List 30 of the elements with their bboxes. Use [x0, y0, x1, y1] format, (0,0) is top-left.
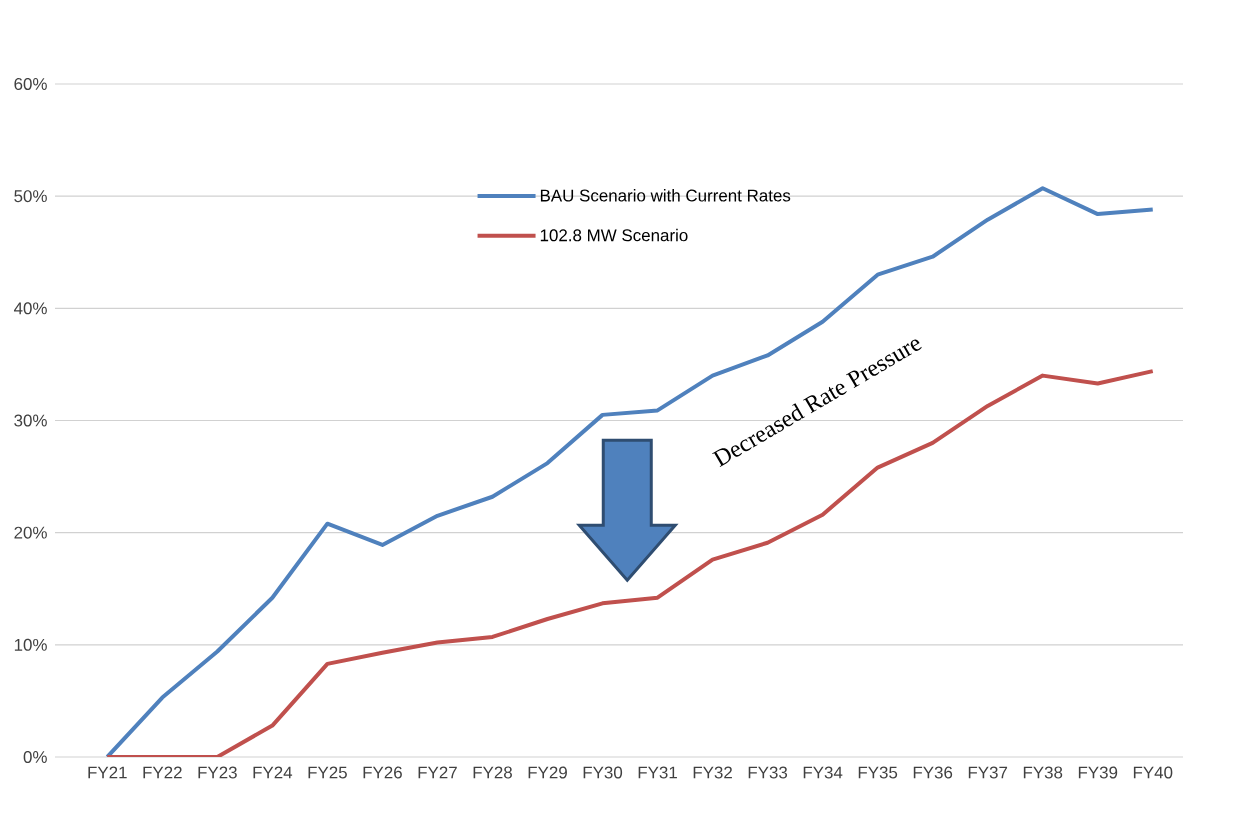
x-tick-label: FY29: [528, 766, 567, 779]
x-tick-label: FY31: [638, 766, 677, 779]
y-tick-label: 40%: [13, 302, 47, 315]
x-tick-label: FY40: [1133, 766, 1173, 779]
y-tick-label: 50%: [14, 190, 47, 203]
x-tick-label: FY24: [253, 766, 293, 779]
y-tick-label: 30%: [14, 414, 47, 427]
x-tick-label: FY28: [473, 766, 512, 779]
x-tick-label: FY38: [1023, 766, 1063, 779]
x-tick-label: FY22: [143, 766, 182, 779]
x-tick-label: FY34: [803, 766, 843, 779]
x-tick-label: FY39: [1078, 766, 1118, 779]
x-tick-label: FY21: [88, 766, 127, 779]
y-tick-label: 20%: [14, 526, 47, 539]
x-tick-label: FY30: [583, 766, 623, 779]
x-tick-label: FY27: [418, 766, 457, 779]
legend-label: 102.8 MW Scenario: [540, 228, 688, 242]
y-tick-label: 60%: [14, 77, 47, 90]
x-tick-label: FY37: [968, 766, 1008, 779]
y-tick-label: 10%: [14, 638, 47, 651]
x-tick-label: FY25: [308, 766, 347, 779]
x-tick-label: FY26: [363, 766, 402, 779]
legend-label: BAU Scenario with Current Rates: [540, 189, 791, 202]
x-tick-label: FY33: [748, 766, 788, 779]
x-tick-label: FY32: [693, 766, 732, 779]
x-tick-label: FY36: [913, 766, 953, 779]
x-tick-label: FY35: [858, 766, 898, 779]
y-tick-label: 0%: [23, 750, 47, 763]
line-series: [105, 186, 1155, 757]
x-tick-label: FY23: [198, 766, 237, 779]
